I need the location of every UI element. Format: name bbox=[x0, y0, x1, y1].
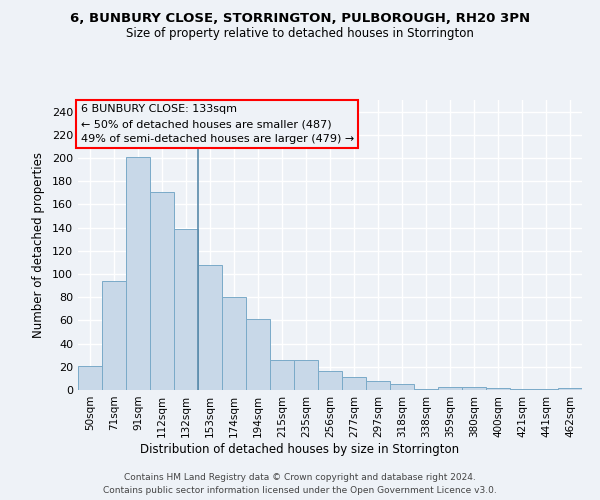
Bar bbox=[174, 229, 198, 390]
Bar bbox=[270, 360, 294, 390]
Bar bbox=[246, 319, 270, 390]
Bar bbox=[318, 372, 342, 390]
Bar bbox=[78, 366, 102, 390]
Text: Contains public sector information licensed under the Open Government Licence v3: Contains public sector information licen… bbox=[103, 486, 497, 495]
Bar bbox=[222, 297, 246, 390]
Text: Contains HM Land Registry data © Crown copyright and database right 2024.: Contains HM Land Registry data © Crown c… bbox=[124, 472, 476, 482]
Bar bbox=[486, 388, 510, 390]
Text: Distribution of detached houses by size in Storrington: Distribution of detached houses by size … bbox=[140, 442, 460, 456]
Bar bbox=[294, 360, 318, 390]
Text: 6, BUNBURY CLOSE, STORRINGTON, PULBOROUGH, RH20 3PN: 6, BUNBURY CLOSE, STORRINGTON, PULBOROUG… bbox=[70, 12, 530, 26]
Bar bbox=[366, 380, 390, 390]
Bar bbox=[342, 377, 366, 390]
Bar bbox=[558, 388, 582, 390]
Bar bbox=[126, 157, 150, 390]
Bar bbox=[102, 281, 126, 390]
Bar bbox=[438, 386, 462, 390]
Bar bbox=[510, 389, 534, 390]
Y-axis label: Number of detached properties: Number of detached properties bbox=[32, 152, 45, 338]
Text: 6 BUNBURY CLOSE: 133sqm
← 50% of detached houses are smaller (487)
49% of semi-d: 6 BUNBURY CLOSE: 133sqm ← 50% of detache… bbox=[80, 104, 354, 144]
Bar bbox=[414, 389, 438, 390]
Bar bbox=[462, 386, 486, 390]
Bar bbox=[150, 192, 174, 390]
Bar bbox=[198, 264, 222, 390]
Text: Size of property relative to detached houses in Storrington: Size of property relative to detached ho… bbox=[126, 28, 474, 40]
Bar bbox=[534, 389, 558, 390]
Bar bbox=[390, 384, 414, 390]
